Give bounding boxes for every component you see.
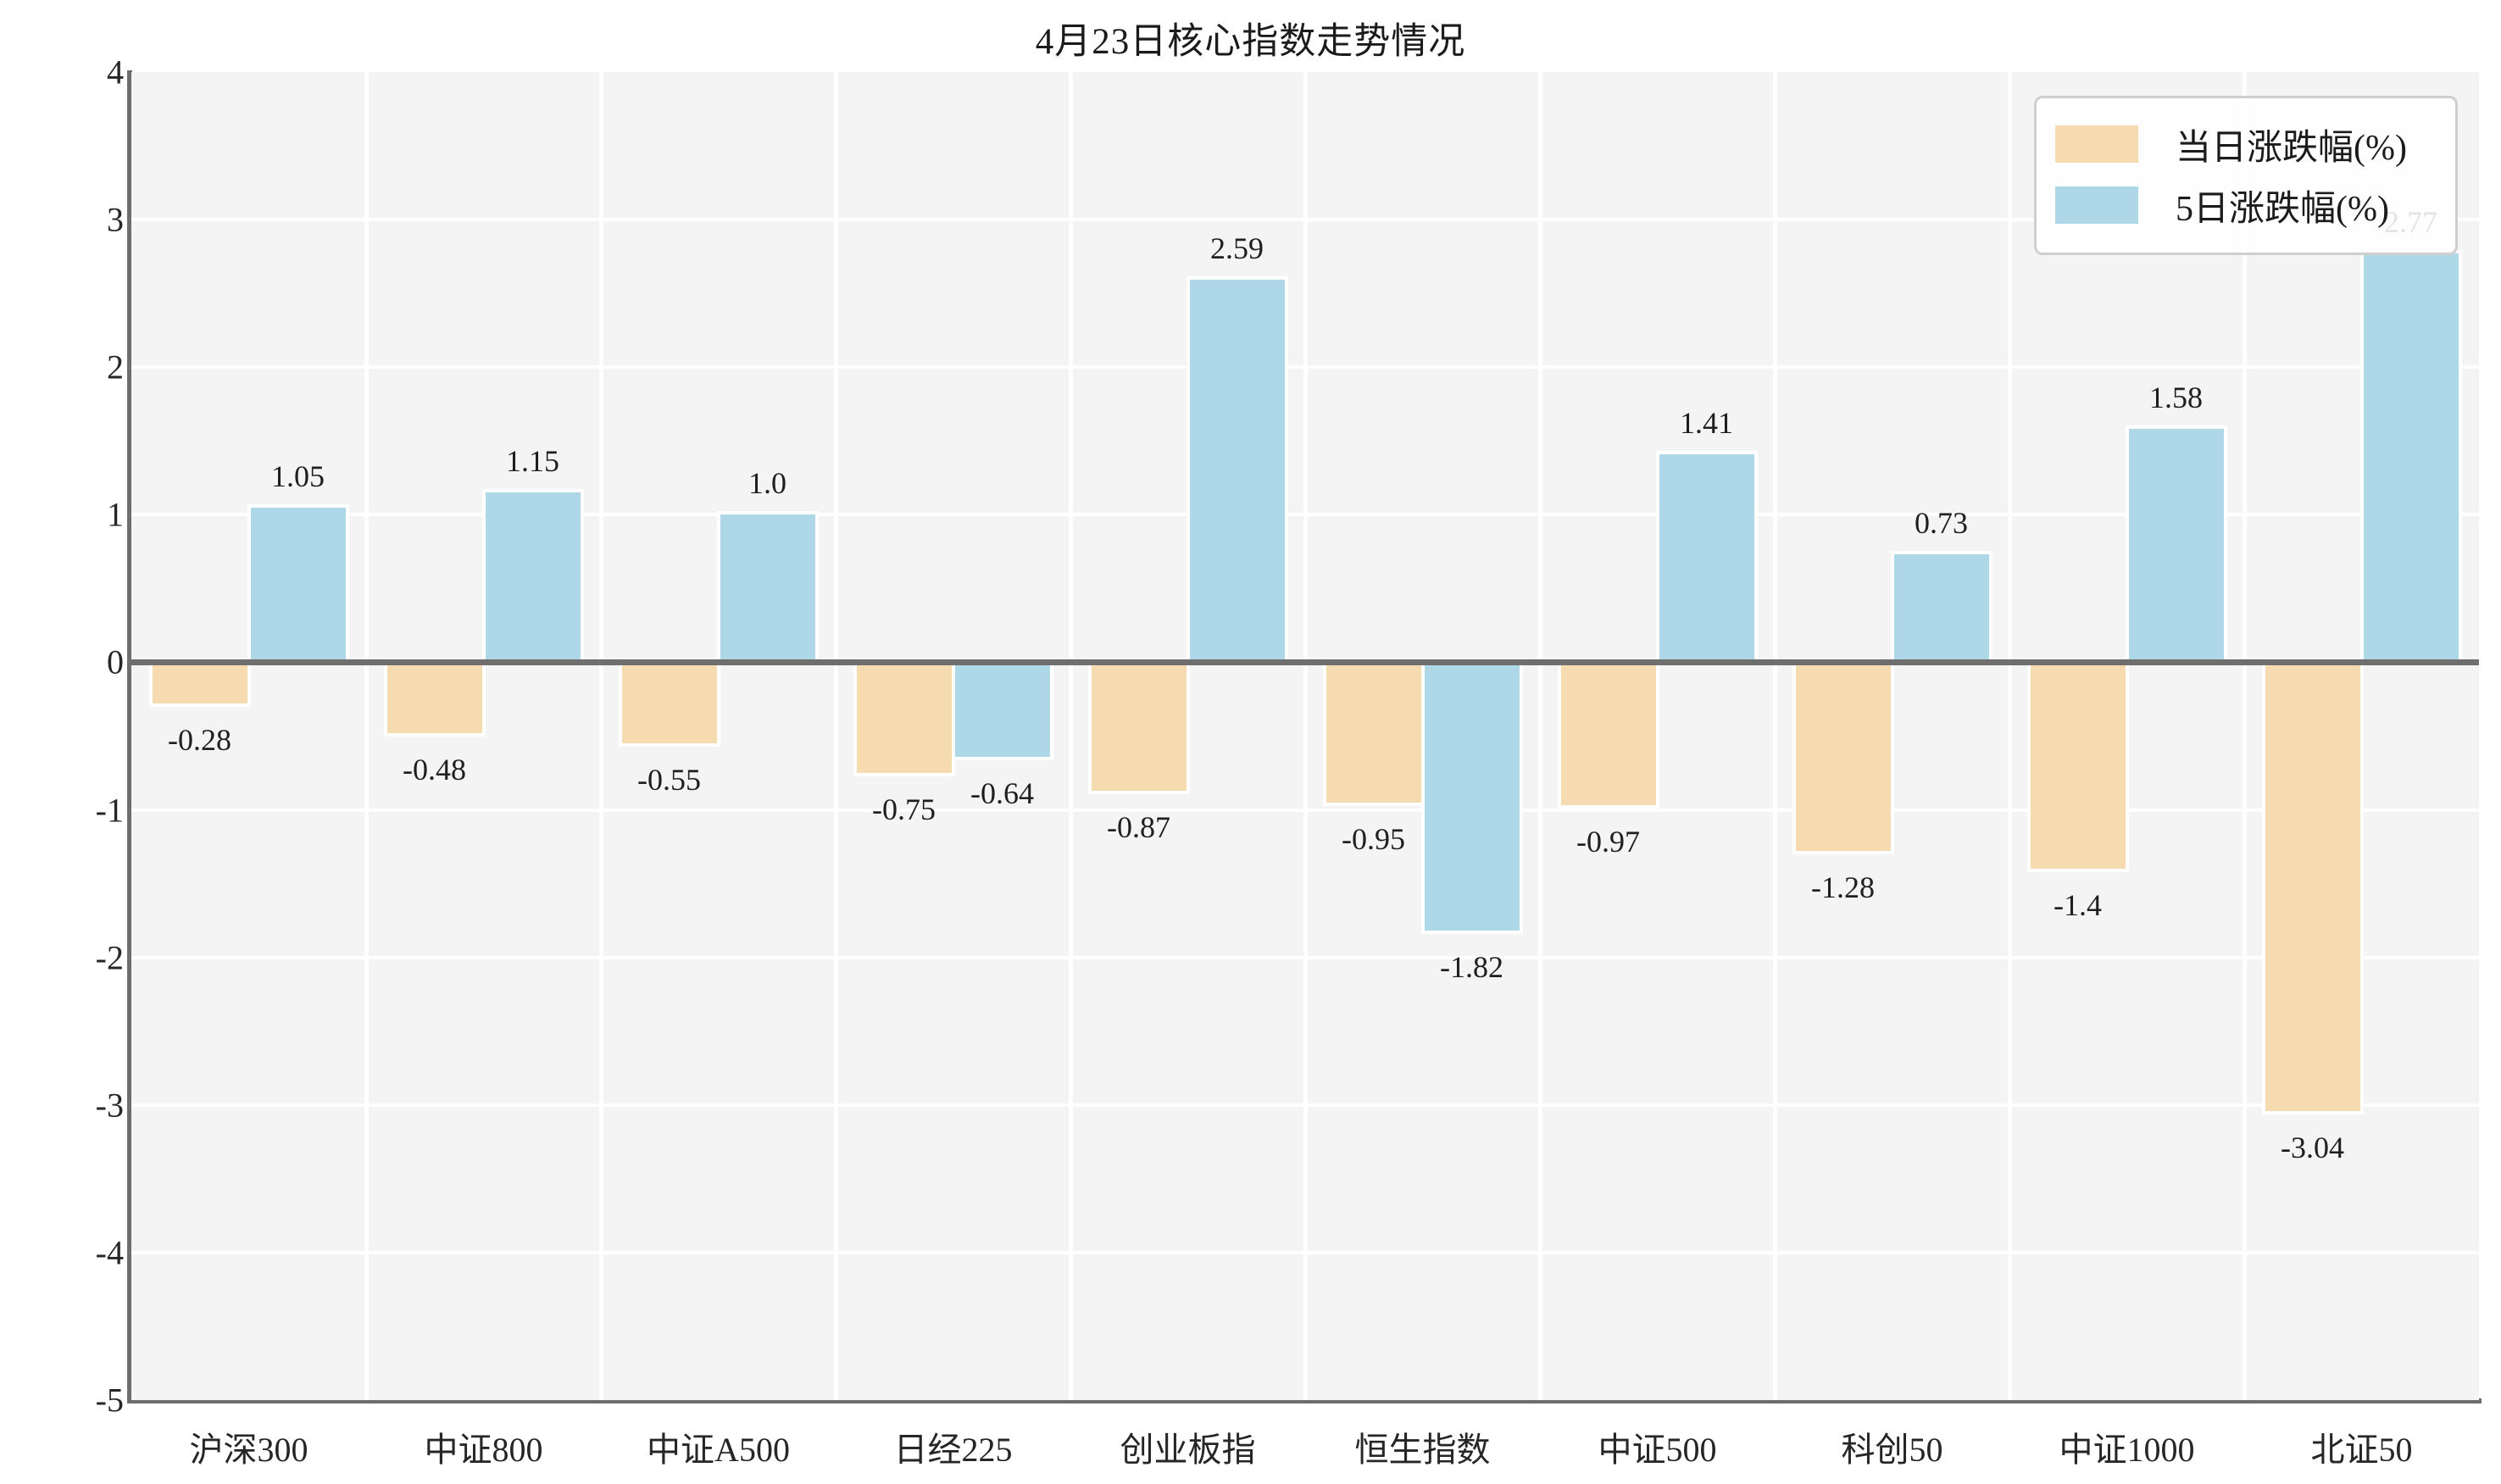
bar-five[interactable] [1420, 659, 1523, 935]
bar-value-label: -3.04 [2281, 1130, 2344, 1164]
bar-day[interactable] [2261, 659, 2364, 1114]
x-axis-tick-label: 北证50 [2310, 1431, 2413, 1469]
bar-day[interactable] [1792, 659, 1894, 855]
legend-label-current-day: 当日涨跌幅(%) [2176, 128, 2407, 168]
bar-five[interactable] [1890, 551, 1992, 666]
bar-value-label: -0.55 [637, 763, 701, 798]
bar-five[interactable] [2125, 425, 2227, 666]
vertical-gridline [1538, 72, 1542, 1400]
legend-item-current-day[interactable]: 当日涨跌幅(%) [2055, 114, 2437, 175]
y-axis-spine [127, 70, 132, 1403]
y-axis-tick-label: 2 [107, 347, 124, 386]
bar-value-label: -0.87 [1107, 809, 1170, 844]
bar-value-label: 2.59 [1210, 231, 1264, 266]
vertical-gridline [2008, 72, 2012, 1400]
bar-day[interactable] [853, 659, 955, 777]
y-axis-tick-label: 0 [107, 642, 124, 681]
bar-value-label: 1.05 [271, 459, 325, 493]
y-axis-tick-label: -4 [95, 1233, 124, 1272]
legend-swatch-five-day-icon [2055, 186, 2138, 224]
y-axis-tick-label: 4 [107, 53, 124, 92]
y-axis-tick-label: -1 [95, 791, 124, 830]
bar-value-label: -0.95 [1342, 821, 1405, 856]
bar-value-label: 1.0 [748, 466, 786, 501]
bar-value-label: 1.41 [1680, 405, 1733, 440]
vertical-gridline [1303, 72, 1308, 1400]
vertical-gridline [834, 72, 838, 1400]
bar-five[interactable] [716, 511, 819, 666]
x-axis-tick-label: 日经225 [893, 1431, 1013, 1469]
legend-label-five-day: 5日涨跌幅(%) [2176, 189, 2389, 229]
bar-value-label: -0.28 [168, 723, 231, 758]
bar-five[interactable] [951, 659, 1053, 760]
vertical-gridline [1773, 72, 1777, 1400]
plot-area: -0.28 1.05 -0.48 1.15 -0.55 1.0 -0.75 -0.64 -0.8… [131, 72, 2479, 1400]
bar-value-label: 1.58 [2149, 381, 2203, 415]
bar-five[interactable] [247, 503, 349, 666]
legend-swatch-current-day-icon [2055, 125, 2138, 163]
bar-value-label: -1.28 [1811, 870, 1875, 905]
bar-value-label: -0.97 [1576, 825, 1640, 859]
x-axis-tick-label: 中证500 [1598, 1431, 1717, 1469]
vertical-gridline [2243, 72, 2247, 1400]
bar-day[interactable] [2026, 659, 2129, 873]
bar-value-label: -0.75 [872, 792, 936, 827]
vertical-gridline [1069, 72, 1073, 1400]
bar-five[interactable] [2359, 250, 2462, 666]
bar-value-label: -1.82 [1440, 950, 1503, 985]
y-axis-ticks: 4 3 2 1 0 -1 -2 -3 -4 -5 [0, 0, 125, 1484]
x-axis-tick-label: 中证1000 [2059, 1431, 2195, 1469]
y-axis-tick-label: -2 [95, 938, 124, 977]
x-axis-spine [127, 1398, 2482, 1403]
bar-value-label: -1.4 [2054, 888, 2102, 923]
chart-legend: 当日涨跌幅(%) 5日涨跌幅(%) [2034, 96, 2458, 255]
vertical-gridline [364, 72, 369, 1400]
x-axis-tick-label: 恒生指数 [1354, 1431, 1491, 1469]
y-axis-tick-label: 3 [107, 200, 124, 239]
vertical-gridline [599, 72, 603, 1400]
bar-value-label: 1.15 [506, 444, 559, 479]
bar-five[interactable] [1186, 276, 1288, 666]
bar-day[interactable] [1087, 659, 1190, 794]
bar-day[interactable] [618, 659, 720, 748]
y-axis-tick-label: -5 [95, 1381, 124, 1420]
zero-baseline [131, 659, 2479, 666]
x-axis-tick-label: 科创50 [1841, 1431, 1943, 1469]
x-axis-tick-label: 中证A500 [647, 1431, 790, 1469]
chart-title: 4月23日核心指数走势情况 [1035, 22, 1466, 62]
bar-day[interactable] [1557, 659, 1659, 809]
x-axis-tick-label: 中证800 [424, 1431, 543, 1469]
bar-five[interactable] [1655, 450, 1758, 666]
y-axis-tick-label: 1 [107, 495, 124, 534]
x-axis-tick-label: 创业板指 [1120, 1431, 1256, 1469]
bar-value-label: -0.48 [403, 753, 466, 787]
bar-day[interactable] [148, 659, 251, 708]
bar-day[interactable] [1322, 659, 1425, 806]
legend-item-five-day[interactable]: 5日涨跌幅(%) [2055, 175, 2437, 236]
x-axis-tick-label: 沪深300 [189, 1431, 308, 1469]
y-axis-tick-label: -3 [95, 1086, 124, 1125]
bar-five[interactable] [481, 489, 584, 666]
bar-value-label: 0.73 [1915, 506, 1968, 541]
bar-value-label: -0.64 [970, 775, 1034, 810]
bar-day[interactable] [383, 659, 486, 736]
